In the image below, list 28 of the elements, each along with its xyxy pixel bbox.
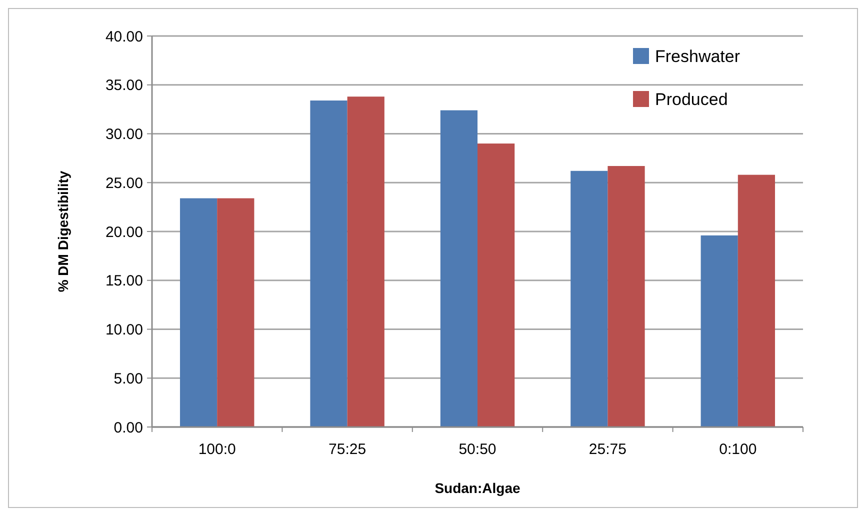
x-axis-title: Sudan:Algae [434, 480, 520, 496]
bar [608, 166, 645, 427]
y-tick-label: 15.00 [105, 272, 143, 290]
y-tick-label: 20.00 [105, 224, 143, 241]
bar [700, 235, 738, 427]
y-tick-label: 5.00 [114, 370, 143, 388]
bar [440, 110, 478, 427]
bar [217, 198, 254, 427]
x-tick-label: 0:100 [719, 441, 757, 458]
x-tick-label: 25:75 [588, 441, 626, 458]
y-tick-label: 40.00 [105, 28, 143, 46]
bar [738, 174, 776, 427]
legend-label: Freshwater [655, 46, 740, 66]
x-tick-label: 75:25 [328, 441, 366, 458]
legend-label: Produced [655, 90, 728, 109]
y-tick-label: 0.00 [114, 419, 143, 436]
bar [347, 96, 384, 427]
y-axis-title: % DM Digestibility [55, 170, 71, 292]
bar [570, 170, 608, 427]
bar [180, 198, 218, 427]
y-tick-label: 30.00 [105, 126, 143, 143]
x-tick-label: 50:50 [458, 441, 496, 458]
y-tick-label: 10.00 [105, 322, 143, 338]
y-tick-label: 25.00 [105, 174, 143, 192]
y-tick-label: 35.00 [105, 77, 143, 94]
bar [310, 100, 348, 427]
x-tick-label: 100:0 [198, 441, 236, 458]
bar [478, 144, 515, 427]
